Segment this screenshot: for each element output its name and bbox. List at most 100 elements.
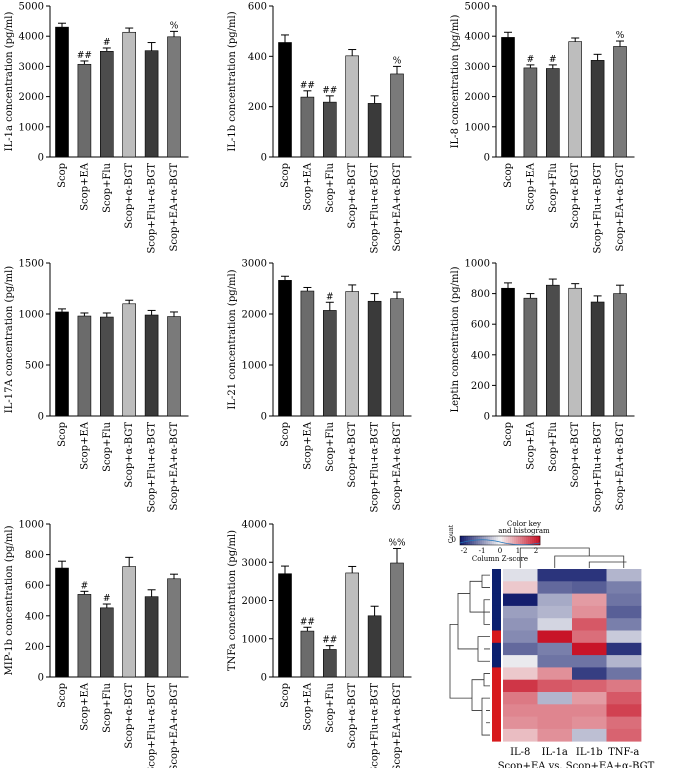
x-tick-label: Scop <box>280 163 291 188</box>
bar <box>367 300 382 417</box>
x-tick-label: Scop <box>57 422 68 447</box>
row-group-swatch <box>492 667 501 681</box>
color-key-tick: 2 <box>534 547 538 555</box>
bar <box>523 67 538 158</box>
y-tick-label: 400 <box>471 350 490 361</box>
color-key-swatch <box>520 536 523 545</box>
y-tick-label: 0 <box>261 673 267 684</box>
heatmap-cell <box>503 692 538 705</box>
y-tick-label: 600 <box>248 2 267 13</box>
y-tick-label: 1000 <box>19 122 44 133</box>
significance-mark: # <box>81 581 89 591</box>
y-tick-label: 5000 <box>465 2 490 13</box>
x-tick-label: Scop+Flu <box>325 421 336 471</box>
y-tick-label: 800 <box>471 289 490 300</box>
bar <box>77 594 92 678</box>
heatmap-cell <box>606 679 642 693</box>
bar <box>100 50 114 158</box>
heatmap-cell <box>572 704 607 717</box>
heatmap-cell <box>572 569 607 582</box>
dendrogram-branch <box>481 574 490 588</box>
significance-mark: ## <box>300 81 315 91</box>
color-key-subtitle: and histogram <box>498 527 550 535</box>
bar <box>100 316 114 417</box>
bar <box>122 566 136 678</box>
bar <box>300 630 315 678</box>
heatmap-column-label: IL-8 <box>510 747 530 758</box>
bar <box>367 103 382 158</box>
heatmap-title: Scop+EA vs. Scop+EA+α-BGT <box>498 761 655 768</box>
y-tick-label: 0 <box>261 412 267 423</box>
y-tick-label: 2000 <box>465 92 490 103</box>
heatmap-cell <box>503 655 538 668</box>
y-tick-label: 2000 <box>242 310 267 321</box>
color-key-title: Color key <box>507 520 541 528</box>
significance-mark: % <box>170 21 179 31</box>
y-tick-label: 4000 <box>242 520 267 531</box>
bar <box>322 649 337 678</box>
row-group-swatch <box>492 630 501 644</box>
bar <box>568 41 583 158</box>
x-tick-label: Scop <box>503 163 514 188</box>
x-tick-label: Scop+Flu <box>548 162 559 212</box>
color-key-swatch <box>494 536 497 545</box>
heatmap-cell <box>537 655 573 668</box>
significance-mark: ## <box>322 86 337 96</box>
heatmap-cell <box>572 630 607 644</box>
y-axis-label: IL-1a concentration (pg/ml) <box>4 12 15 152</box>
bar-chart-1: 0 1000 2000 3000 4000 5000 IL-1a concentration… <box>4 2 189 254</box>
heatmap-cell <box>537 716 573 730</box>
x-tick-label: Scop+EA+α-BGT <box>392 422 403 511</box>
heatmap-cell <box>606 569 642 582</box>
color-key-swatch <box>514 536 517 545</box>
heatmap-cell <box>537 630 573 644</box>
dendrogram-branch <box>477 636 490 662</box>
color-key-swatch <box>502 536 505 545</box>
x-tick-label: Scop+α-BGT <box>570 163 581 229</box>
y-tick-label: 1000 <box>465 259 490 270</box>
y-tick-label: 200 <box>25 642 44 653</box>
heatmap-cell <box>503 630 538 644</box>
significance-mark: # <box>527 55 535 65</box>
x-tick-label: Scop+EA+α-BGT <box>392 683 403 768</box>
bar-chart-6: 0 200 400 600 800 1000 Leptin concentration (p… <box>450 259 635 513</box>
heatmap-cell <box>503 667 538 681</box>
bar <box>523 297 538 417</box>
y-tick-label: 1500 <box>19 259 44 270</box>
heatmap-column-label: TNF-a <box>608 747 639 758</box>
bar <box>167 578 181 678</box>
x-tick-label: Scop+Flu <box>548 421 559 471</box>
color-key-swatch <box>504 536 507 545</box>
bar-chart-7: 0 200 400 600 800 1000 MIP-1b concentration (p… <box>4 520 189 768</box>
x-tick-label: Scop+α-BGT <box>124 163 135 229</box>
bar <box>167 316 181 417</box>
x-tick-label: Scop+EA <box>302 162 313 211</box>
bar <box>278 280 292 417</box>
x-tick-label: Scop+EA <box>302 682 313 731</box>
heatmap-cell <box>503 728 538 742</box>
row-group-swatch <box>492 593 501 607</box>
y-tick-label: 1000 <box>465 122 490 133</box>
color-key-count-tick: 0 <box>452 536 456 544</box>
heatmap-cell <box>537 642 573 656</box>
x-tick-label: Scop+EA+α-BGT <box>169 163 180 252</box>
bar <box>144 50 159 158</box>
bar-chart-5: 0 1000 2000 3000 IL-21 concentration (pg/ml)… <box>227 259 412 513</box>
row-group-swatch <box>492 618 501 631</box>
color-key-swatch <box>500 536 503 545</box>
color-key-ylabel: Count <box>448 524 455 543</box>
heatmap-cell <box>503 642 538 656</box>
x-tick-label: Scop+Flu+α-BGT <box>593 163 604 254</box>
color-key-swatch <box>506 536 509 545</box>
color-key-swatch <box>496 536 499 545</box>
x-tick-label: Scop+Flu <box>102 682 113 732</box>
y-axis-label: IL-8 concentration (pg/ml) <box>450 15 461 149</box>
bar <box>122 31 136 158</box>
x-tick-label: Scop <box>503 422 514 447</box>
heatmap-cell <box>537 692 573 705</box>
heatmap-cell <box>606 716 642 730</box>
color-key-swatch <box>526 536 529 545</box>
heatmap-cell <box>572 728 607 742</box>
x-tick-label: Scop+EA <box>79 421 90 470</box>
